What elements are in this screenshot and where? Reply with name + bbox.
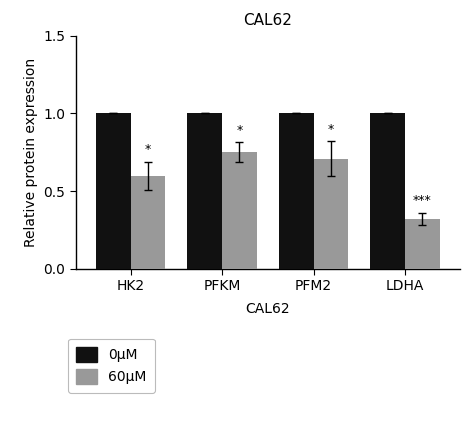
X-axis label: CAL62: CAL62 bbox=[246, 302, 290, 315]
Bar bbox=[313, 159, 348, 269]
Bar bbox=[405, 219, 440, 269]
Bar bbox=[131, 176, 165, 269]
Bar bbox=[187, 113, 222, 269]
Text: *: * bbox=[328, 123, 334, 136]
Y-axis label: Relative protein expression: Relative protein expression bbox=[24, 58, 38, 247]
Bar bbox=[279, 113, 313, 269]
Bar bbox=[370, 113, 405, 269]
Bar bbox=[96, 113, 131, 269]
Bar bbox=[222, 152, 257, 269]
Text: ***: *** bbox=[413, 194, 432, 207]
Text: *: * bbox=[237, 124, 243, 137]
Title: CAL62: CAL62 bbox=[243, 13, 292, 28]
Legend: 0μM, 60μM: 0μM, 60μM bbox=[68, 339, 155, 393]
Text: *: * bbox=[145, 143, 151, 156]
